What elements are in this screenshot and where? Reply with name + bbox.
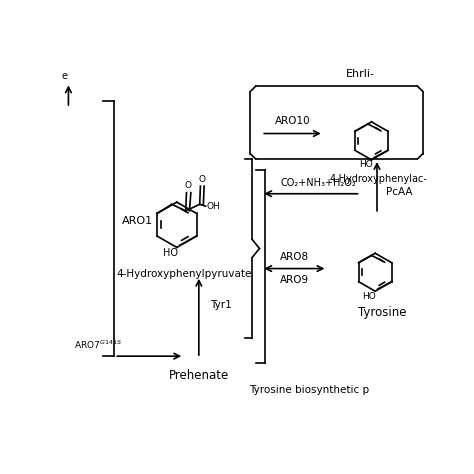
Text: Prehenate: Prehenate <box>169 369 229 382</box>
Text: 4-Hydroxyphenylac-: 4-Hydroxyphenylac- <box>330 174 428 184</box>
Text: PcAA: PcAA <box>386 187 413 197</box>
Text: ARO9: ARO9 <box>280 275 309 285</box>
Text: O: O <box>184 182 191 191</box>
Text: ARO1: ARO1 <box>122 216 153 226</box>
Text: e: e <box>61 71 67 81</box>
Text: OH: OH <box>206 201 220 210</box>
Text: CO₂+NH₃+H₂O₂: CO₂+NH₃+H₂O₂ <box>280 178 356 188</box>
Text: 4-Hydroxyphenylpyruvate: 4-Hydroxyphenylpyruvate <box>117 269 252 279</box>
Text: HO: HO <box>359 160 373 169</box>
Text: ARO10: ARO10 <box>275 116 310 126</box>
Text: Tyr1: Tyr1 <box>210 300 232 310</box>
Text: Tyrosine biosynthetic p: Tyrosine biosynthetic p <box>249 385 369 395</box>
Text: ARO8: ARO8 <box>280 252 309 262</box>
Text: Tyrosine: Tyrosine <box>358 306 407 319</box>
Text: HO: HO <box>363 292 376 301</box>
Text: HO: HO <box>163 248 178 258</box>
Text: Ehrli-: Ehrli- <box>346 69 375 79</box>
Text: O: O <box>199 175 205 184</box>
Text: ARO7$^{G141S}$: ARO7$^{G141S}$ <box>74 338 122 351</box>
